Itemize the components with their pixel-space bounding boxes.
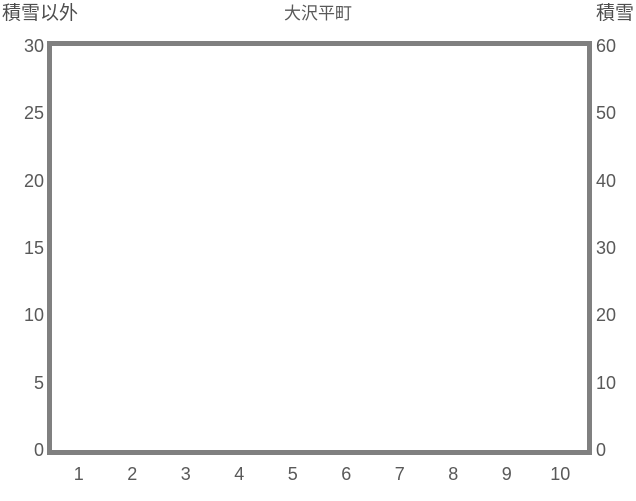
right-axis-title: 積雪: [595, 3, 634, 24]
y-axis-left-tick: 25: [23, 103, 44, 124]
x-axis-tick: 8: [448, 464, 459, 484]
y-axis-right-tick: 10: [596, 372, 617, 393]
x-axis-tick: 10: [550, 464, 571, 484]
y-axis-right-tick: 20: [596, 305, 617, 326]
y-axis-left-tick: 10: [23, 305, 44, 326]
plot-frame: [47, 41, 592, 455]
y-axis-left-tick: 20: [23, 170, 44, 191]
chart-title: 大沢平町: [284, 4, 352, 23]
y-axis-right: 0 10 20 30 40 50 60: [596, 0, 636, 501]
plot-data-area[interactable]: [52, 46, 587, 450]
x-axis-tick: 9: [501, 464, 512, 484]
y-axis-right-tick: 0: [596, 440, 607, 460]
y-axis-right-tick: 30: [596, 238, 617, 258]
x-axis-tick: 7: [394, 464, 405, 484]
x-axis-tick: 4: [234, 464, 245, 484]
x-axis-tick: 6: [341, 464, 352, 484]
y-axis-right-tick: 50: [596, 103, 617, 124]
y-axis-left-tick: 0: [33, 440, 44, 460]
y-axis-right-tick: 60: [596, 36, 617, 56]
left-axis-title: 積雪以外: [2, 3, 79, 24]
plot-wrapper: [47, 41, 592, 455]
y-axis-left: 0 5 10 15 20 25 30: [0, 0, 44, 501]
x-axis: 1 2 3 4 5 6 7 8 9 10: [47, 463, 592, 493]
x-axis-tick: 3: [180, 464, 191, 484]
y-axis-left-tick: 5: [33, 372, 44, 393]
y-axis-right-tick: 40: [596, 170, 617, 191]
y-axis-left-tick: 15: [23, 238, 44, 258]
y-axis-left-tick: 30: [23, 36, 44, 56]
x-axis-tick: 5: [287, 464, 298, 484]
x-axis-tick: 2: [127, 464, 138, 484]
x-axis-tick: 1: [73, 464, 84, 484]
chart-header: 積雪以外 大沢平町 積雪: [0, 0, 636, 30]
